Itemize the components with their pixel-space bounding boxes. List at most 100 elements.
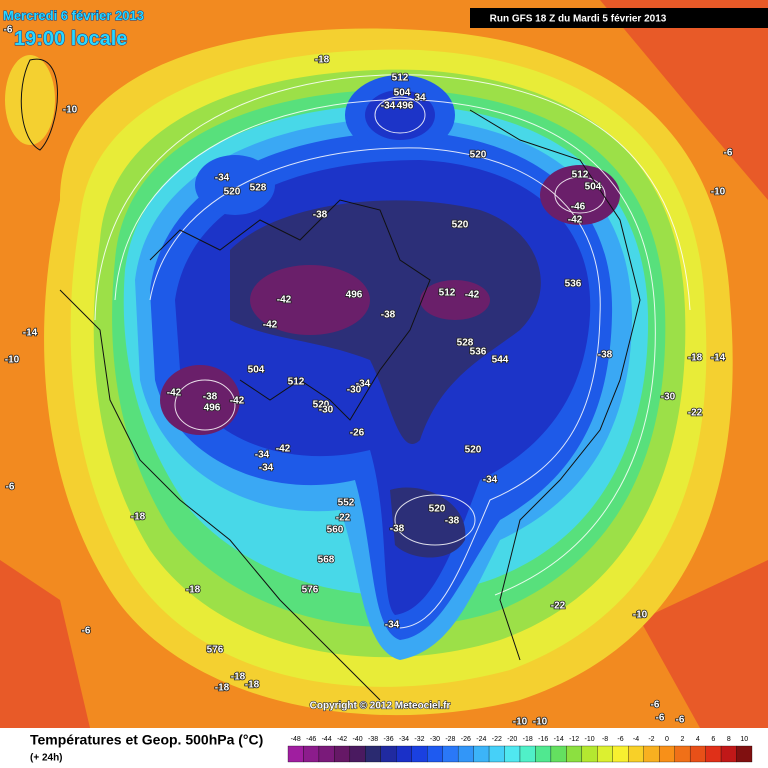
time-label: 19:00 locale (14, 28, 127, 50)
contour-label: 576 (207, 645, 224, 656)
contour-label: -38 (313, 210, 328, 221)
contour-label: -34 (356, 379, 371, 390)
contour-label: -42 (277, 295, 292, 306)
contour-label: 504 (248, 365, 265, 376)
scale-swatch (334, 745, 351, 763)
contour-label: 520 (465, 445, 482, 456)
scale-swatch (349, 745, 366, 763)
contour-label: 496 (204, 403, 221, 414)
contour-label: 512 (392, 73, 409, 84)
scale-tick-label: -20 (507, 736, 517, 743)
scale-swatch (720, 745, 737, 763)
scale-swatch (303, 745, 320, 763)
scale-swatch (427, 745, 443, 763)
scale-tick-label: -24 (476, 736, 486, 743)
contour-label: -38 (390, 524, 405, 535)
contour-label: -10 (711, 187, 726, 198)
scale-swatch (628, 745, 644, 763)
contour-label: -38 (598, 350, 613, 361)
contour-label: -42 (167, 388, 182, 399)
contour-label: -6 (4, 25, 13, 36)
contour-label: -42 (263, 320, 278, 331)
scale-swatch (689, 745, 706, 763)
contour-label: -18 (231, 672, 246, 683)
contour-label: -30 (661, 392, 676, 403)
contour-label: -34 (259, 463, 274, 474)
scale-tick-label: -40 (353, 736, 363, 743)
scale-tick-label: -26 (461, 736, 471, 743)
contour-label: -42 (276, 444, 291, 455)
contour-label: 528 (457, 338, 474, 349)
scale-tick-label: -30 (430, 736, 440, 743)
scale-tick-label: -48 (291, 736, 301, 743)
scale-swatch (597, 745, 613, 763)
scale-swatch (566, 745, 583, 763)
contour-label: -34 (385, 620, 400, 631)
contour-label: 512 (572, 170, 589, 181)
contour-label: -18 (186, 585, 201, 596)
scale-swatch (519, 745, 536, 763)
scale-swatch (705, 745, 722, 763)
contour-label: 560 (327, 525, 344, 536)
contour-label: -22 (688, 408, 703, 419)
contour-label: -6 (656, 713, 665, 724)
contour-label: 536 (565, 279, 582, 290)
scale-tick-label: -18 (523, 736, 533, 743)
scale-swatch (659, 745, 675, 763)
scale-swatch (473, 745, 490, 763)
contour-label: -18 (245, 680, 260, 691)
contour-label: -18 (315, 55, 330, 66)
contour-label: -42 (230, 396, 245, 407)
scale-tick-label: -16 (538, 736, 548, 743)
scale-tick-label: 4 (696, 736, 700, 743)
scale-swatch (550, 745, 567, 763)
contour-label: -18 (131, 512, 146, 523)
scale-tick-label: -22 (492, 736, 502, 743)
contour-label: 528 (250, 183, 267, 194)
run-label: Run GFS 18 Z du Mardi 5 février 2013 (490, 14, 667, 25)
scale-tick-label: -34 (399, 736, 409, 743)
scale-tick-label: 6 (711, 736, 715, 743)
contour-label: 34 (414, 93, 426, 104)
contour-label: -46 (571, 202, 586, 213)
contour-label: 520 (429, 504, 446, 515)
contour-label: -10 (633, 610, 648, 621)
contour-label: -6 (651, 700, 660, 711)
contour-label: -6 (676, 715, 685, 726)
contour-label: 520 (452, 220, 469, 231)
contour-label: -42 (465, 290, 480, 301)
scale-swatch (396, 745, 412, 763)
contour-label: 520 (470, 150, 487, 161)
contour-label: -6 (6, 482, 15, 493)
contour-label: -14 (23, 328, 38, 339)
scale-tick-label: -36 (383, 736, 393, 743)
run-box (470, 8, 768, 28)
scale-swatch (365, 745, 381, 763)
scale-swatch (504, 745, 521, 763)
scale-swatch (612, 745, 629, 763)
contour-label: -26 (350, 428, 365, 439)
contour-label: 568 (318, 555, 335, 566)
footer-title: Températures et Geop. 500hPa (°C) (30, 732, 263, 748)
contour-label: 520 (224, 187, 241, 198)
contour-label: -10 (63, 105, 78, 116)
scale-tick-label: 10 (740, 736, 748, 743)
contour-label: 512 (439, 288, 456, 299)
contour-label: -34 (215, 173, 230, 184)
contour-label: -14 (711, 353, 726, 364)
scale-swatch (581, 745, 598, 763)
scale-swatch (411, 745, 428, 763)
contour-label: 520 (313, 400, 330, 411)
scale-swatch (457, 745, 474, 763)
scale-tick-label: -2 (648, 736, 654, 743)
scale-swatch (287, 745, 304, 763)
contour-label: -38 (445, 516, 460, 527)
contour-label: -34 (381, 101, 396, 112)
forecast-step: (+ 24h) (30, 753, 63, 764)
contour-label: -10 (5, 355, 20, 366)
contour-label: -6 (724, 148, 733, 159)
scale-swatch (736, 745, 753, 763)
scale-tick-label: -6 (617, 736, 623, 743)
